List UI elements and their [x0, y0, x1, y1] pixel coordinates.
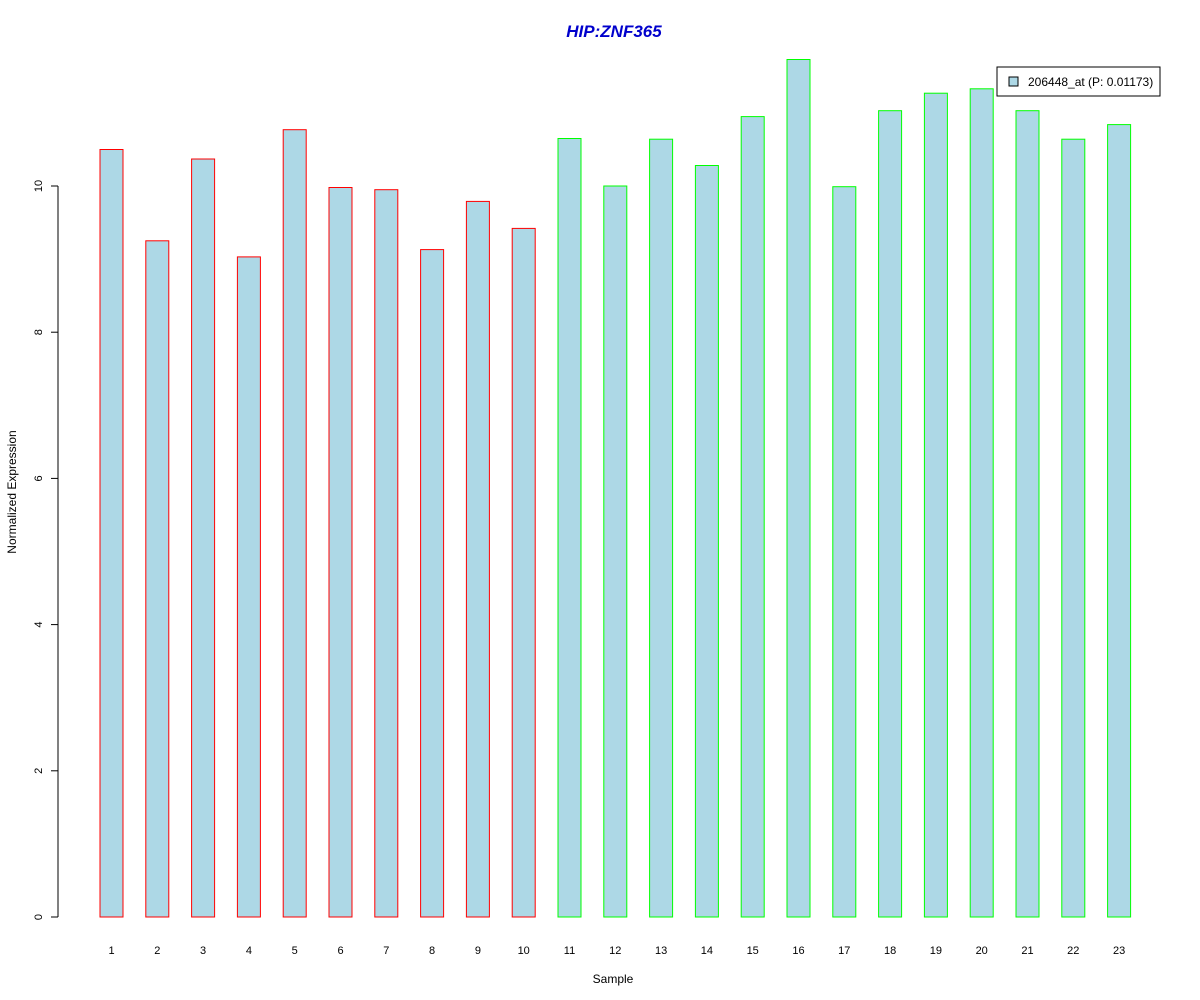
- x-axis-tick-label: 2: [154, 945, 160, 957]
- x-axis-tick-label: 9: [475, 945, 481, 957]
- bar: [969, 88, 994, 918]
- bar: [1061, 138, 1086, 918]
- bar: [511, 227, 536, 918]
- bar: [374, 189, 399, 918]
- x-axis-tick-label: 5: [292, 945, 298, 957]
- bar: [145, 240, 170, 918]
- legend-label: 206448_at (P: 0.01173): [1028, 75, 1153, 89]
- bar: [1107, 124, 1132, 918]
- y-axis-tick-label: 10: [33, 180, 45, 192]
- x-axis-tick-label: 18: [884, 945, 896, 957]
- bars: [99, 59, 1132, 918]
- x-axis-tick-label: 16: [792, 945, 804, 957]
- x-axis-tick-labels: 1 2 3 4 5 6 7 8 9 10 11 12 13 14 15 16 17 18 19 20 21 22 23: [108, 945, 1125, 957]
- bar: [694, 165, 719, 918]
- bar: [786, 59, 811, 918]
- x-axis-tick-label: 3: [200, 945, 206, 957]
- x-axis-tick-label: 15: [747, 945, 759, 957]
- x-axis-tick-label: 22: [1067, 945, 1079, 957]
- bar: [465, 200, 490, 918]
- y-axis-tick-label: 6: [33, 475, 45, 481]
- bar: [191, 158, 216, 918]
- bar: [832, 186, 857, 918]
- x-axis-tick-label: 7: [383, 945, 389, 957]
- x-axis-tick-label: 21: [1021, 945, 1033, 957]
- x-axis-tick-label: 8: [429, 945, 435, 957]
- legend: 206448_at (P: 0.01173): [996, 66, 1161, 97]
- x-axis-tick-label: 23: [1113, 945, 1125, 957]
- legend-swatch: [1008, 76, 1019, 87]
- bar: [603, 185, 628, 918]
- y-axis-tick-label: 0: [33, 914, 45, 920]
- bar: [236, 256, 261, 918]
- x-axis-tick-label: 12: [609, 945, 621, 957]
- y-axis: 0 2 4 6 8 10: [33, 180, 59, 920]
- y-axis-tick-label: 2: [33, 768, 45, 774]
- x-axis-tick-label: 17: [838, 945, 850, 957]
- x-axis-tick-label: 4: [246, 945, 252, 957]
- x-axis-tick-label: 19: [930, 945, 942, 957]
- y-axis-tick-label: 4: [33, 622, 45, 628]
- bar: [99, 149, 124, 918]
- x-axis-tick-label: 10: [518, 945, 530, 957]
- bar: [1015, 110, 1040, 918]
- bar: [328, 187, 353, 918]
- chart-title: HIP:ZNF365: [566, 22, 662, 41]
- x-axis-tick-label: 20: [976, 945, 988, 957]
- bar: [282, 129, 307, 918]
- y-axis-label: Normalized Expression: [5, 430, 19, 553]
- bar: [649, 138, 674, 918]
- bar: [420, 249, 445, 918]
- x-axis-tick-label: 14: [701, 945, 713, 957]
- y-axis-tick-label: 8: [33, 329, 45, 335]
- bar: [878, 110, 903, 918]
- x-axis-tick-label: 6: [337, 945, 343, 957]
- x-axis-tick-label: 1: [108, 945, 114, 957]
- bar: [557, 138, 582, 918]
- x-axis-label: Sample: [593, 972, 634, 986]
- x-axis-tick-label: 13: [655, 945, 667, 957]
- bar: [923, 92, 948, 918]
- legend-box: [996, 66, 1161, 97]
- bar: [740, 116, 765, 918]
- x-axis-tick-label: 11: [564, 945, 575, 957]
